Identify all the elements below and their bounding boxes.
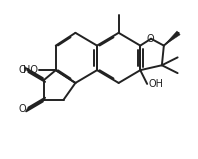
Text: O: O	[19, 104, 26, 114]
Text: OH: OH	[148, 79, 163, 89]
Polygon shape	[164, 31, 180, 46]
Text: O: O	[146, 34, 154, 44]
Text: HO: HO	[23, 65, 38, 75]
Text: O: O	[19, 65, 26, 75]
